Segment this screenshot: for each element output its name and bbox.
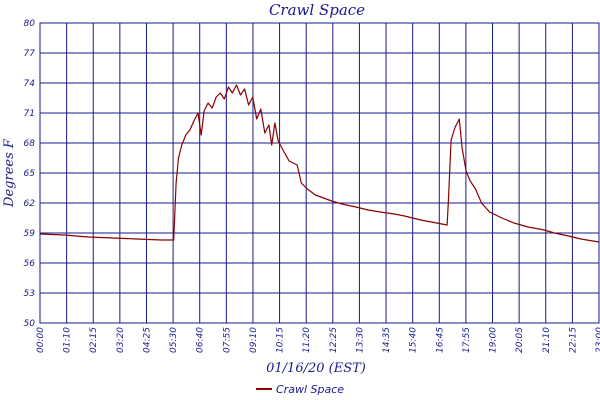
series-line [39,84,600,243]
x-tick-label: 13:30 [355,327,365,353]
legend-label: Crawl Space [276,383,344,396]
x-tick-label: 07:55 [222,327,232,353]
y-tick-label: 80 [24,19,36,29]
x-tick-label: 15:40 [409,327,419,353]
x-tick-label: 11:20 [302,327,312,353]
y-tick-label: 68 [24,139,36,149]
y-tick-label: 71 [24,109,35,119]
y-tick-label: 74 [24,79,36,89]
x-tick-label: 06:40 [196,327,206,353]
x-tick-label: 19:00 [489,327,499,353]
y-tick-label: 62 [24,199,36,209]
x-tick-label: 09:10 [249,327,259,353]
x-tick-label: 04:25 [142,327,152,353]
x-tick-label: 12:25 [329,327,339,353]
y-tick-label: 53 [24,289,36,299]
y-tick-label: 65 [24,169,36,179]
legend: Crawl Space [256,383,344,396]
x-tick-label: 17:55 [462,327,472,353]
y-tick-label: 77 [24,49,36,59]
x-tick-label: 05:30 [169,327,179,353]
chart-title: Crawl Space [269,1,365,19]
x-tick-label: 14:35 [382,327,392,353]
x-tick-label: 22:15 [568,327,578,353]
x-tick-label: 01:10 [63,327,73,353]
x-axis-label: 01/16/20 (EST) [266,361,366,376]
y-tick-label: 50 [24,319,36,329]
x-tick-label: 21:10 [542,327,552,353]
y-axis-label: Degrees F [2,138,17,208]
x-tick-label: 20:05 [515,327,525,353]
x-tick-labels: 00:00 01:10 02:15 03:20 04:25 05:30 06:40 07:55… [36,327,600,353]
x-tick-label: 16:45 [435,327,445,353]
x-tick-label: 03:20 [116,327,126,353]
x-tick-label: 02:15 [89,327,99,353]
y-tick-label: 56 [24,259,36,269]
x-tick-label: 23:00 [595,327,600,353]
plot-frame [39,22,600,324]
x-tick-label: 00:00 [36,327,46,353]
x-tick-label: 10:15 [276,327,286,353]
y-tick-labels: 50 53 56 59 62 65 68 71 74 77 80 [24,19,36,329]
y-tick-label: 59 [24,229,36,239]
